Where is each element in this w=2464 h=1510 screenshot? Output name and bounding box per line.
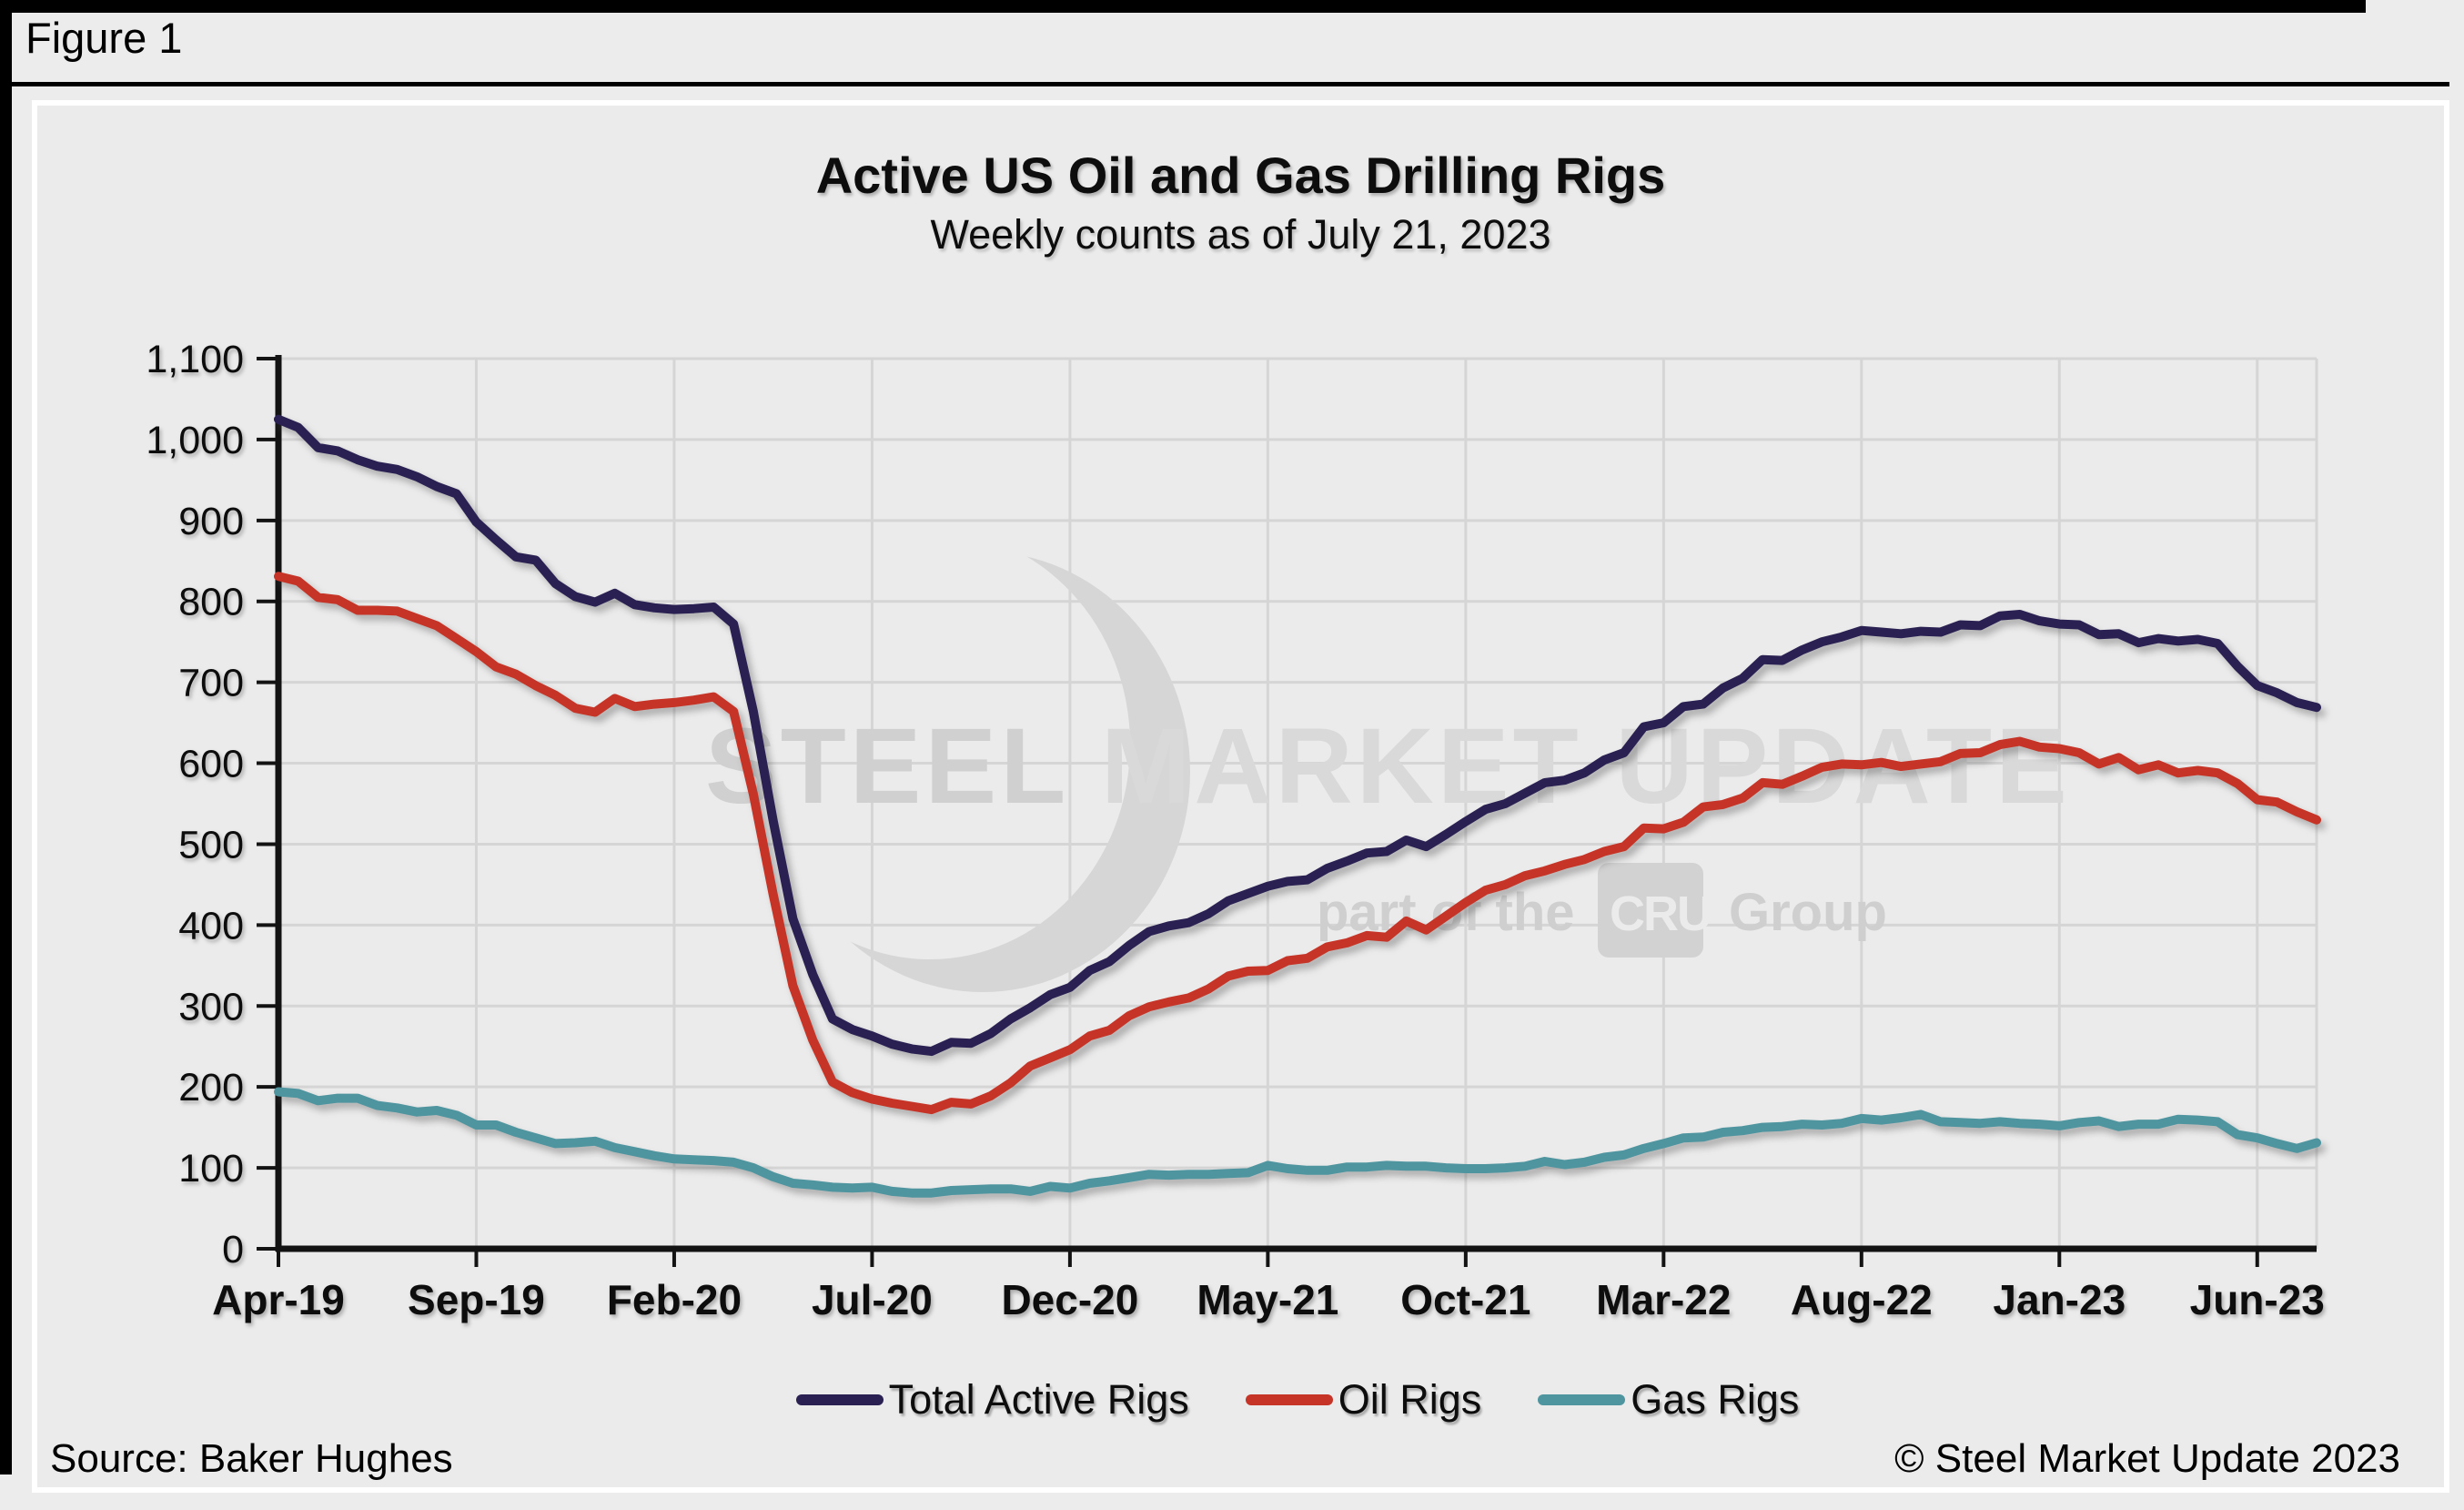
y-axis-labels: 0 100 200 300 400 500 600 700 800 900 1,000 1,100 — [146, 338, 244, 1272]
svg-text:Jan-23: Jan-23 — [1993, 1276, 2126, 1323]
chart-panel — [32, 100, 2449, 1493]
svg-text:200: 200 — [178, 1066, 244, 1110]
legend-item-gas: Gas Rigs — [1538, 1376, 1799, 1424]
top-black-bar — [0, 0, 2366, 13]
legend-label-oil: Oil Rigs — [1338, 1376, 1482, 1423]
legend-swatch-total-line-icon — [795, 1394, 884, 1405]
svg-text:Feb-20: Feb-20 — [607, 1276, 742, 1323]
svg-text:Apr-19: Apr-19 — [212, 1276, 345, 1323]
svg-text:Mar-22: Mar-22 — [1596, 1276, 1731, 1323]
svg-text:0: 0 — [222, 1228, 244, 1272]
chart-subtitle: Weekly counts as of July 21, 2023 — [930, 211, 1551, 258]
svg-text:Sep-19: Sep-19 — [408, 1276, 545, 1323]
svg-text:400: 400 — [178, 904, 244, 948]
svg-text:1,100: 1,100 — [146, 338, 244, 381]
copyright-note: © Steel Market Update 2023 — [1894, 1436, 2400, 1481]
svg-text:100: 100 — [178, 1147, 244, 1191]
svg-text:Jul-20: Jul-20 — [812, 1276, 933, 1323]
series-line-2 — [274, 1087, 2321, 1198]
axes — [257, 355, 2317, 1267]
svg-text:800: 800 — [178, 581, 244, 624]
svg-text:900: 900 — [178, 500, 244, 543]
series-line-0 — [274, 414, 2321, 1057]
watermark-crescent-icon — [764, 537, 1210, 1010]
legend-label-total: Total Active Rigs — [888, 1376, 1189, 1423]
svg-text:300: 300 — [178, 985, 244, 1029]
legend-label-gas: Gas Rigs — [1631, 1376, 1800, 1423]
figure-label: Figure 1 — [25, 14, 183, 62]
legend-item-oil: Oil Rigs — [1245, 1376, 1482, 1424]
watermark-tagline-suffix: Group — [1729, 883, 1887, 942]
source-note: Source: Baker Hughes — [50, 1436, 453, 1481]
svg-text:500: 500 — [178, 823, 244, 866]
watermark-cru-label: CRU — [1610, 887, 1711, 941]
legend-swatch-oil-line-icon — [1245, 1394, 1333, 1405]
svg-text:Oct-21: Oct-21 — [1400, 1276, 1530, 1323]
legend-item-total: Total Active Rigs — [795, 1376, 1189, 1424]
data-series — [274, 414, 2321, 1198]
svg-text:600: 600 — [178, 743, 244, 786]
header-rule — [0, 82, 2449, 86]
legend-swatch-gas-line-icon — [1538, 1394, 1626, 1405]
watermark-cru-box — [1598, 863, 1703, 958]
svg-text:Dec-20: Dec-20 — [1001, 1276, 1138, 1323]
svg-text:700: 700 — [178, 662, 244, 705]
svg-text:Jun-23: Jun-23 — [2190, 1276, 2325, 1323]
svg-text:1,000: 1,000 — [146, 419, 244, 462]
watermark: STEEL MARKET UPDATE part of the CRU Grou… — [705, 537, 2067, 1010]
legend: Total Active Rigs Oil Rigs Gas Rigs — [278, 1376, 2317, 1424]
chart-title: Active US Oil and Gas Drilling Rigs — [815, 147, 1666, 204]
left-black-bar — [0, 0, 12, 1475]
svg-text:May-21: May-21 — [1197, 1276, 1338, 1323]
svg-text:Aug-22: Aug-22 — [1791, 1276, 1933, 1323]
series-line-1 — [274, 572, 2321, 1115]
x-axis-labels: Apr-19 Sep-19 Feb-20 Jul-20 Dec-20 May-21 Oct-… — [212, 1276, 2325, 1323]
